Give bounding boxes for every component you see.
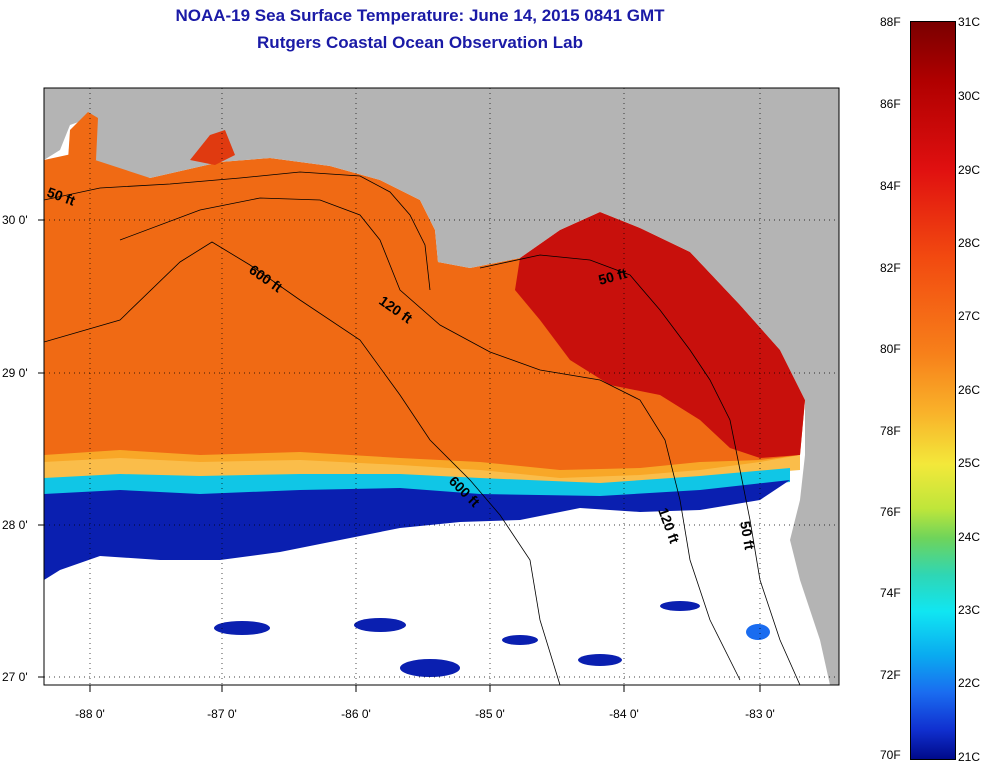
colorbar-c-label: 28C (958, 236, 981, 250)
colorbar-f-label: 72F (880, 668, 901, 682)
axis-ticks (38, 219, 761, 692)
map-title: NOAA-19 Sea Surface Temperature: June 14… (175, 6, 665, 25)
coastal-fringe (190, 130, 235, 165)
longitude-label: -86 0' (341, 707, 371, 721)
temperature-colorbar (910, 21, 956, 760)
latitude-label: 28 0' (2, 518, 28, 532)
contour-120ft (119, 197, 741, 681)
land-mass (44, 88, 839, 685)
transition-band (44, 468, 790, 498)
colorbar-f-label: 78F (880, 424, 901, 438)
colorbar-c-label: 31C (958, 15, 981, 29)
colorbar-c-label: 26C (958, 383, 981, 397)
colorbar-f-label: 82F (880, 261, 901, 275)
coastal-fringe (68, 112, 98, 168)
colorbar-c-label: 23C (958, 603, 981, 617)
cold-water-region (44, 480, 790, 580)
bathymetry-contours (44, 171, 801, 685)
cold-patch (214, 621, 270, 635)
colorbar-c-label: 30C (958, 89, 981, 103)
colorbar-f-label: 76F (880, 505, 901, 519)
contour-label: 50 ft (737, 520, 758, 551)
longitude-label: -84 0' (609, 707, 639, 721)
cold-patch (746, 624, 770, 640)
cold-patch (660, 601, 700, 611)
longitude-label: -83 0' (745, 707, 775, 721)
colorbar-c-label: 24C (958, 530, 981, 544)
colorbar-f-label: 84F (880, 179, 901, 193)
cold-patch (354, 618, 406, 632)
contour-50ft-west (44, 171, 431, 291)
colorbar-c-label: 29C (958, 163, 981, 177)
contour-600ft (44, 241, 561, 685)
colorbar-c-label: 22C (958, 676, 981, 690)
contour-label: 50 ft (597, 265, 629, 288)
colorbar-f-label: 80F (880, 342, 901, 356)
map-subtitle: Rutgers Coastal Ocean Observation Lab (257, 33, 583, 52)
longitude-label: -85 0' (475, 707, 505, 721)
latitude-label: 29 0' (2, 366, 28, 380)
map-frame (43, 87, 840, 686)
longitude-label: -87 0' (207, 707, 237, 721)
colorbar-f-label: 86F (880, 97, 901, 111)
cold-patch (578, 654, 622, 666)
colorbar-c-label: 27C (958, 309, 981, 323)
contour-50ft-east (479, 254, 801, 685)
colorbar-c-label: 21C (958, 750, 981, 764)
cold-patch (502, 635, 538, 645)
cold-patch (400, 659, 460, 677)
hot-water-region (515, 212, 805, 458)
latitude-label: 30 0' (2, 213, 28, 227)
longitude-label: -88 0' (75, 707, 105, 721)
colorbar-c-label: 25C (958, 456, 981, 470)
map-field: 50 ft 600 ft 120 ft 50 ft 600 ft 120 ft … (44, 88, 839, 685)
colorbar-f-label: 74F (880, 586, 901, 600)
colorbar-f-label: 70F (880, 748, 901, 762)
latitude-label: 27 0' (2, 670, 28, 684)
colorbar-f-label: 88F (880, 15, 901, 29)
